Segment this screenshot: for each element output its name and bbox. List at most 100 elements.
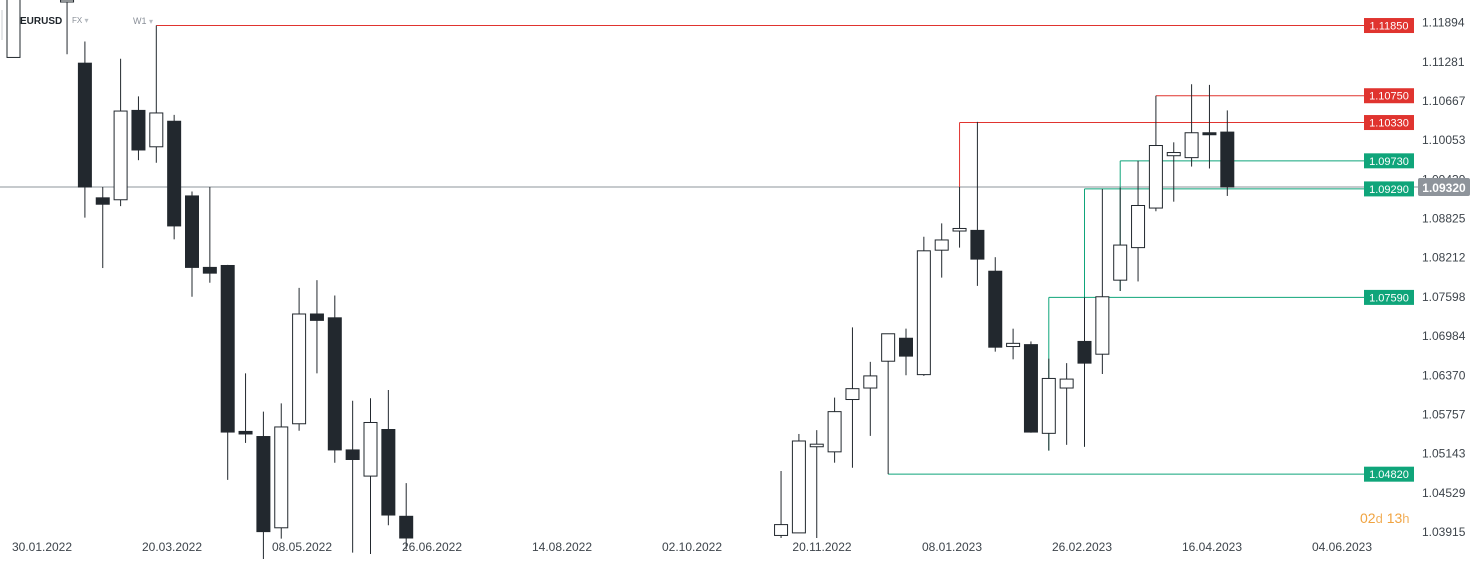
candle-body bbox=[809, 443, 824, 448]
candle-body bbox=[363, 421, 378, 477]
candle-body bbox=[970, 229, 985, 260]
candle-body bbox=[1113, 244, 1128, 281]
candle-body bbox=[1077, 340, 1092, 364]
x-tick-label: 20.11.2022 bbox=[792, 540, 851, 554]
x-tick-label: 26.02.2023 bbox=[1052, 540, 1112, 554]
level-tag bbox=[1364, 18, 1414, 34]
level-tag bbox=[1364, 115, 1414, 131]
level-label: 1.10330 bbox=[1369, 118, 1409, 130]
timeframe-dropdown-icon[interactable]: ▾ bbox=[149, 17, 154, 26]
timeframe-text: W1 bbox=[133, 16, 147, 26]
candle-body bbox=[220, 264, 235, 433]
y-tick-label: 1.11894 bbox=[1422, 16, 1465, 30]
level-tag bbox=[1364, 153, 1414, 169]
candle-body bbox=[185, 195, 199, 268]
candle-body bbox=[256, 436, 271, 533]
level-tag bbox=[1364, 88, 1414, 104]
candle-body bbox=[1131, 204, 1146, 249]
candle-body bbox=[1006, 342, 1021, 348]
candle-body bbox=[1202, 132, 1217, 136]
y-tick-label: 1.03915 bbox=[1422, 525, 1466, 539]
x-tick-label: 08.01.2023 bbox=[922, 540, 982, 554]
candle-body bbox=[381, 429, 396, 516]
candle-body bbox=[95, 197, 110, 205]
symbol-label[interactable]: EURUSD bbox=[20, 16, 63, 27]
candle-body bbox=[309, 313, 324, 321]
y-tick-label: 1.06370 bbox=[1422, 368, 1466, 382]
candle-body bbox=[1059, 378, 1074, 389]
candle-body bbox=[774, 524, 789, 536]
current-price-label: 1.09320 bbox=[1422, 181, 1466, 195]
market-label[interactable]: FX ▾ bbox=[72, 16, 88, 25]
candle-body bbox=[881, 333, 896, 362]
market-text: FX bbox=[72, 16, 83, 25]
y-tick-label: 1.08212 bbox=[1422, 251, 1466, 265]
candle-body bbox=[77, 62, 92, 188]
y-tick-label: 1.07598 bbox=[1422, 290, 1466, 304]
level-label: 1.10750 bbox=[1369, 91, 1409, 103]
candle-body bbox=[1023, 344, 1038, 433]
countdown-hours: 13 bbox=[1386, 510, 1403, 526]
x-tick-label: 14.08.2022 bbox=[532, 540, 592, 554]
countdown-hours-unit: h bbox=[1402, 511, 1410, 526]
candle-body bbox=[399, 515, 414, 539]
candle-body bbox=[863, 375, 878, 389]
y-tick-label: 1.08825 bbox=[1422, 212, 1466, 226]
candle-body bbox=[934, 239, 949, 251]
level-tag bbox=[1364, 181, 1414, 197]
candle-body bbox=[238, 430, 253, 435]
x-tick-label: 26.06.2022 bbox=[402, 540, 462, 554]
x-tick-label: 08.05.2022 bbox=[272, 540, 332, 554]
y-tick-label: 1.05757 bbox=[1422, 407, 1466, 421]
y-tick-label: 1.06984 bbox=[1422, 329, 1466, 343]
level-label: 1.07590 bbox=[1369, 292, 1409, 304]
candle-body bbox=[916, 250, 931, 376]
y-tick-label: 1.04529 bbox=[1422, 486, 1466, 500]
candle-body bbox=[1184, 132, 1199, 159]
level-label: 1.09290 bbox=[1369, 184, 1409, 196]
x-tick-label: 30.01.2022 bbox=[12, 540, 72, 554]
candle-body bbox=[345, 449, 360, 461]
candle-body bbox=[1041, 377, 1056, 434]
candle-body bbox=[988, 270, 1003, 348]
level-label: 1.11850 bbox=[1370, 21, 1409, 33]
candle-body bbox=[791, 440, 806, 534]
candle-body bbox=[131, 109, 146, 151]
candle-body bbox=[167, 120, 182, 227]
countdown-days: 02 bbox=[1360, 510, 1376, 526]
candle-body bbox=[1148, 145, 1163, 209]
candle-body bbox=[899, 337, 913, 357]
level-label: 1.04820 bbox=[1369, 469, 1409, 481]
current-price-tag bbox=[1418, 177, 1470, 196]
candle-body bbox=[202, 266, 217, 274]
candle-body bbox=[274, 426, 289, 529]
timeframe-selector[interactable]: W1 ▾ bbox=[133, 16, 153, 26]
candle-body bbox=[113, 110, 128, 201]
y-tick-label: 1.05143 bbox=[1422, 447, 1466, 461]
level-label: 1.09730 bbox=[1369, 156, 1409, 168]
candle-body bbox=[327, 317, 342, 451]
x-tick-label: 04.06.2023 bbox=[1312, 540, 1372, 554]
level-tag bbox=[1364, 289, 1414, 305]
candle-body bbox=[952, 227, 967, 232]
candle-body bbox=[827, 411, 842, 453]
candle-body bbox=[60, 0, 75, 3]
candle-body bbox=[1166, 152, 1181, 157]
countdown-days-unit: d bbox=[1375, 511, 1383, 526]
candle-body bbox=[292, 313, 307, 425]
candle-body bbox=[1095, 296, 1110, 355]
candle-body bbox=[6, 0, 21, 58]
candle-body bbox=[1220, 131, 1235, 188]
candle-countdown: 02d 13h bbox=[1360, 510, 1410, 526]
candle-body bbox=[845, 388, 860, 401]
candle-body bbox=[149, 112, 164, 148]
level-tag bbox=[1364, 466, 1414, 482]
x-tick-label: 02.10.2022 bbox=[662, 540, 722, 554]
y-tick-label: 1.10667 bbox=[1422, 94, 1466, 108]
x-tick-label: 16.04.2023 bbox=[1182, 540, 1242, 554]
x-tick-label: 20.03.2022 bbox=[142, 540, 202, 554]
y-tick-label: 1.11281 bbox=[1422, 55, 1465, 69]
market-dropdown-icon[interactable]: ▾ bbox=[84, 16, 89, 25]
y-tick-label: 1.10053 bbox=[1422, 133, 1466, 147]
